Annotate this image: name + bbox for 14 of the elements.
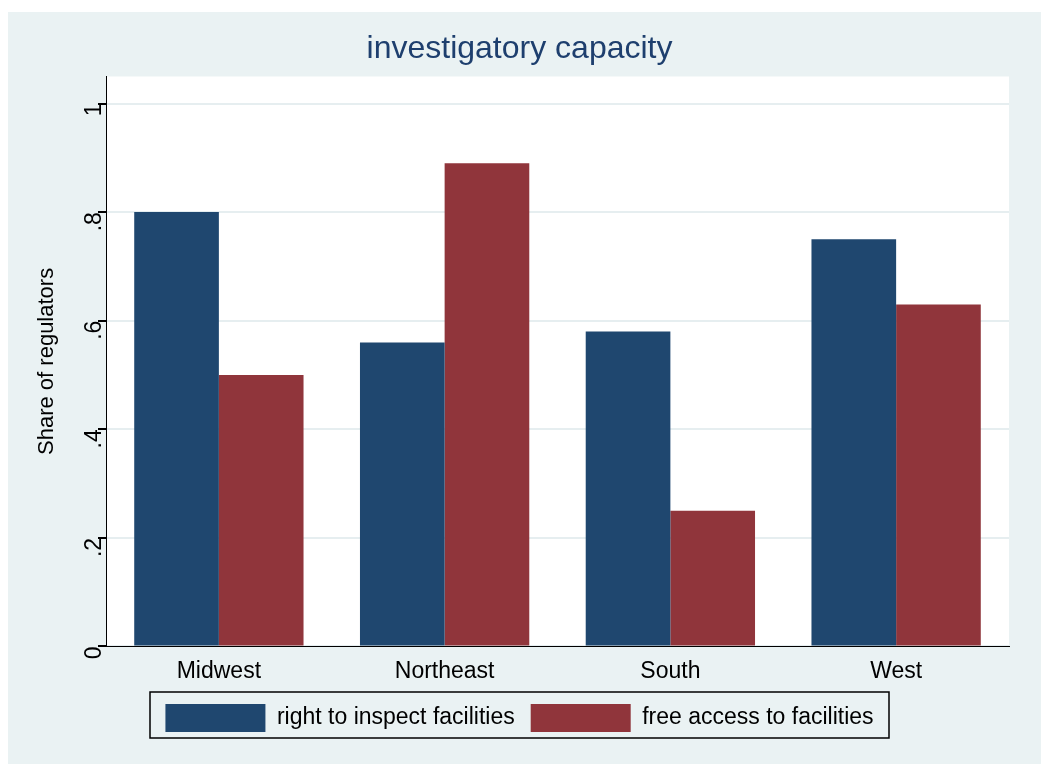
chart-title: investigatory capacity: [366, 29, 673, 66]
y-tick-label: 1: [80, 103, 107, 117]
y-tick-label: .2: [80, 537, 107, 558]
legend-label: right to inspect facilities: [276, 703, 515, 730]
y-tick-label: .8: [80, 212, 107, 232]
x-tick-label: Northeast: [394, 656, 496, 683]
y-tick-label: .4: [80, 429, 107, 449]
legend-label: free access to facilities: [642, 703, 874, 730]
x-tick-label: West: [870, 656, 923, 683]
x-tick-label: South: [640, 656, 701, 683]
x-tick-label: Midwest: [176, 656, 262, 683]
y-tick-label: 0: [80, 646, 107, 660]
y-axis-title: Share of regulators: [33, 267, 59, 455]
y-tick-label: .6: [80, 320, 107, 340]
